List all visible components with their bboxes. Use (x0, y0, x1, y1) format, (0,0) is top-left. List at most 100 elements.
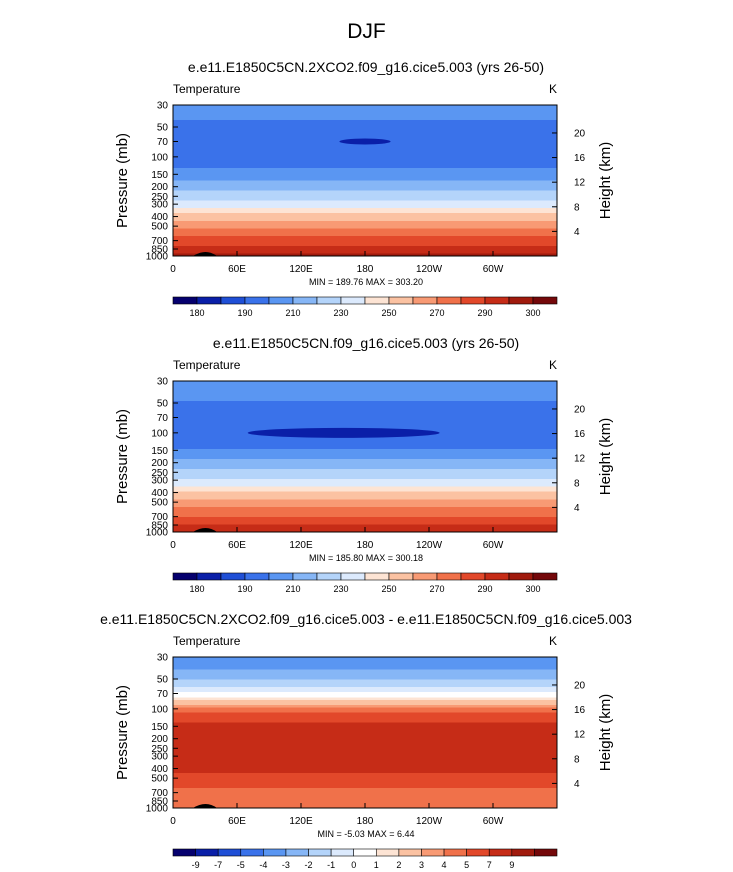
contour-band (173, 722, 557, 726)
contour-band (173, 714, 557, 718)
panel-title: e.e11.E1850C5CN.f09_g16.cice5.003 (yrs 2… (213, 335, 519, 351)
contour-band (173, 659, 557, 663)
contour-band (173, 406, 557, 410)
contour-band (173, 679, 557, 683)
contour-band (173, 491, 557, 495)
contour-band (173, 393, 557, 397)
topography (193, 528, 217, 532)
colorbar-label: -1 (327, 860, 335, 870)
y-axis-label: Pressure (mb) (114, 133, 131, 228)
colorbar-swatch (508, 296, 534, 305)
contour-band (173, 130, 557, 134)
y-tick-label: 700 (151, 512, 168, 523)
colorbar-label: 9 (509, 860, 514, 870)
colorbar-swatch (388, 296, 414, 305)
colorbar-swatch (172, 848, 196, 857)
contour-band (173, 210, 557, 214)
contour-band (173, 396, 557, 400)
contour-band (173, 780, 557, 784)
contour-band (173, 172, 557, 177)
colorbar-swatch (375, 848, 400, 857)
colorbar-label: 4 (442, 860, 447, 870)
height-tick-label: 16 (574, 429, 586, 440)
colorbar-swatch (195, 848, 219, 857)
colorbar-label: 1 (374, 860, 379, 870)
panel-title: e.e11.E1850C5CN.2XCO2.f09_g16.cice5.003 … (188, 59, 544, 75)
contour-band (173, 672, 557, 676)
colorbar-swatch (292, 572, 318, 581)
min-max-stats: MIN = -5.03 MAX = 6.44 (317, 829, 414, 839)
contour-band (173, 704, 557, 708)
right-string: K (549, 82, 557, 96)
colorbar-swatch (240, 848, 264, 857)
contour-band (173, 203, 557, 207)
colorbar: -9 -7 -5 -4 -3 -2 -1 0 1 2 3 4 5 7 9 (172, 848, 558, 870)
colorbar-label: 230 (333, 584, 348, 594)
contour-band (173, 782, 557, 786)
colorbar-label: 0 (351, 860, 356, 870)
contour-band (173, 717, 557, 721)
contour-band (173, 694, 557, 698)
y-tick-label: 300 (151, 476, 168, 487)
y-tick-label: 50 (157, 122, 169, 133)
contour-band (173, 712, 557, 716)
y-tick-label: 400 (151, 212, 168, 223)
contour-band (173, 724, 557, 729)
y-tick-label: 1000 (146, 528, 169, 539)
contour-band (173, 205, 557, 209)
x-tick-label: 60E (228, 816, 246, 827)
y-tick-label: 700 (151, 788, 168, 799)
contour-field (173, 657, 557, 808)
contour-band (173, 218, 557, 222)
x-tick-label: 120E (289, 816, 313, 827)
contour-band (173, 175, 557, 179)
contour-band (173, 160, 557, 164)
y-axis-label-right: Height (km) (597, 694, 614, 772)
contour-band (173, 135, 557, 139)
contour-band (173, 524, 557, 528)
contour-band (173, 797, 557, 802)
colorbar-swatch (388, 572, 414, 581)
colorbar-label: 190 (237, 584, 252, 594)
y-tick-label: 850 (151, 521, 168, 532)
contour-band (173, 177, 557, 182)
contour-band (173, 519, 557, 523)
contour-band (173, 750, 557, 754)
y-tick-label: 50 (157, 674, 169, 685)
contour-band (173, 132, 557, 136)
y-tick-label: 700 (151, 236, 168, 247)
colorbar-swatch (412, 296, 438, 305)
x-tick-label: 120E (289, 264, 313, 275)
contour-band (173, 413, 557, 417)
height-tick-label: 8 (574, 202, 580, 213)
colorbar-label: 270 (429, 308, 444, 318)
colorbar-label: 250 (381, 308, 396, 318)
y-tick-label: 70 (157, 137, 169, 148)
height-tick-label: 20 (574, 404, 586, 415)
panel-1: e.e11.E1850C5CN.2XCO2.f09_g16.cice5.003 … (114, 59, 614, 318)
height-tick-label: 8 (574, 754, 580, 765)
x-tick-label: 120W (416, 816, 443, 827)
y-tick-label: 300 (151, 200, 168, 211)
left-string: Temperature (173, 634, 241, 648)
colorbar-swatch (340, 296, 366, 305)
colorbar-label: 300 (525, 308, 540, 318)
x-tick-label: 120W (416, 264, 443, 275)
contour-band (173, 195, 557, 199)
colorbar-label: -3 (282, 860, 290, 870)
contour-band (173, 215, 557, 219)
colorbar-label: 190 (237, 308, 252, 318)
cold-core (247, 427, 440, 438)
contour-band (173, 735, 557, 739)
contour-band (173, 662, 557, 666)
contour-band (173, 223, 557, 227)
topography (193, 804, 217, 808)
colorbar-swatch (220, 296, 246, 305)
colorbar-swatch (443, 848, 467, 857)
colorbar-swatch (308, 848, 332, 857)
contour-band (173, 220, 557, 224)
contour-band (173, 795, 557, 799)
colorbar-swatch (412, 572, 438, 581)
contour-band (173, 446, 557, 450)
contour-band (173, 165, 557, 169)
